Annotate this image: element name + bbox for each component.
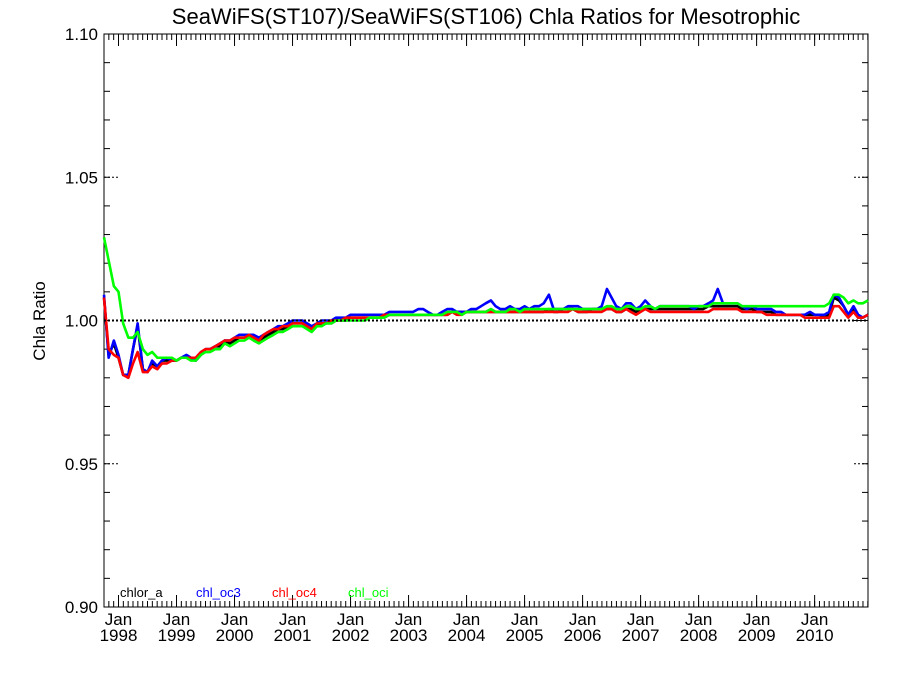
y-tick-label: 0.95 [65,455,98,474]
y-tick-label: 0.90 [65,598,98,617]
x-tick-label-year: 1999 [158,626,196,645]
chart-title: SeaWiFS(ST107)/SeaWiFS(ST106) Chla Ratio… [172,4,800,29]
y-axis-label: Chla Ratio [30,281,49,360]
legend-entry: chl_oc4 [272,585,317,600]
legend-entry: chlor_a [120,585,163,600]
y-tick-label: 1.10 [65,25,98,44]
x-tick-label-month: Jan [743,610,770,629]
legend-entry: chl_oc3 [196,585,241,600]
x-tick-label-month: Jan [627,610,654,629]
legend-entry: chl_oci [348,585,389,600]
x-tick-label-month: Jan [105,610,132,629]
x-tick-label-month: Jan [337,610,364,629]
x-tick-label-month: Jan [279,610,306,629]
y-tick-label: 1.05 [65,168,98,187]
x-tick-label-month: Jan [801,610,828,629]
x-tick-label-year: 2004 [448,626,486,645]
x-tick-label-month: Jan [453,610,480,629]
series-line-chl-oci [102,237,869,362]
x-tick-label-month: Jan [511,610,538,629]
x-tick-label-year: 2009 [738,626,776,645]
x-tick-label-year: 2010 [796,626,834,645]
plot-area: 0.900.951.001.051.10Jan1998Jan1999Jan200… [65,25,869,645]
x-tick-label-year: 2005 [506,626,544,645]
x-tick-label-month: Jan [163,610,190,629]
x-tick-label-year: 2006 [564,626,602,645]
x-tick-label-year: 2007 [622,626,660,645]
x-tick-label-month: Jan [569,610,596,629]
x-tick-label-month: Jan [395,610,422,629]
x-tick-label-month: Jan [221,610,248,629]
x-tick-label-year: 2002 [332,626,370,645]
x-tick-label-month: Jan [685,610,712,629]
x-tick-label-year: 2003 [390,626,428,645]
series-line-chl-oc3 [102,287,869,377]
x-tick-label-year: 2008 [680,626,718,645]
x-tick-label-year: 1998 [100,626,138,645]
x-tick-label-year: 2000 [216,626,254,645]
y-tick-label: 1.00 [65,312,98,331]
x-tick-label-year: 2001 [274,626,312,645]
series-line-chlor-a [102,296,869,377]
